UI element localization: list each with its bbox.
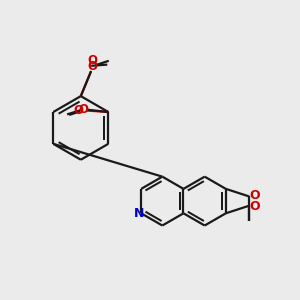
Text: O: O xyxy=(73,104,83,117)
Text: O: O xyxy=(88,60,98,73)
Text: O: O xyxy=(78,103,88,116)
Text: O: O xyxy=(87,54,97,67)
Text: O: O xyxy=(250,189,260,202)
Text: O: O xyxy=(250,200,260,213)
Text: N: N xyxy=(134,207,144,220)
